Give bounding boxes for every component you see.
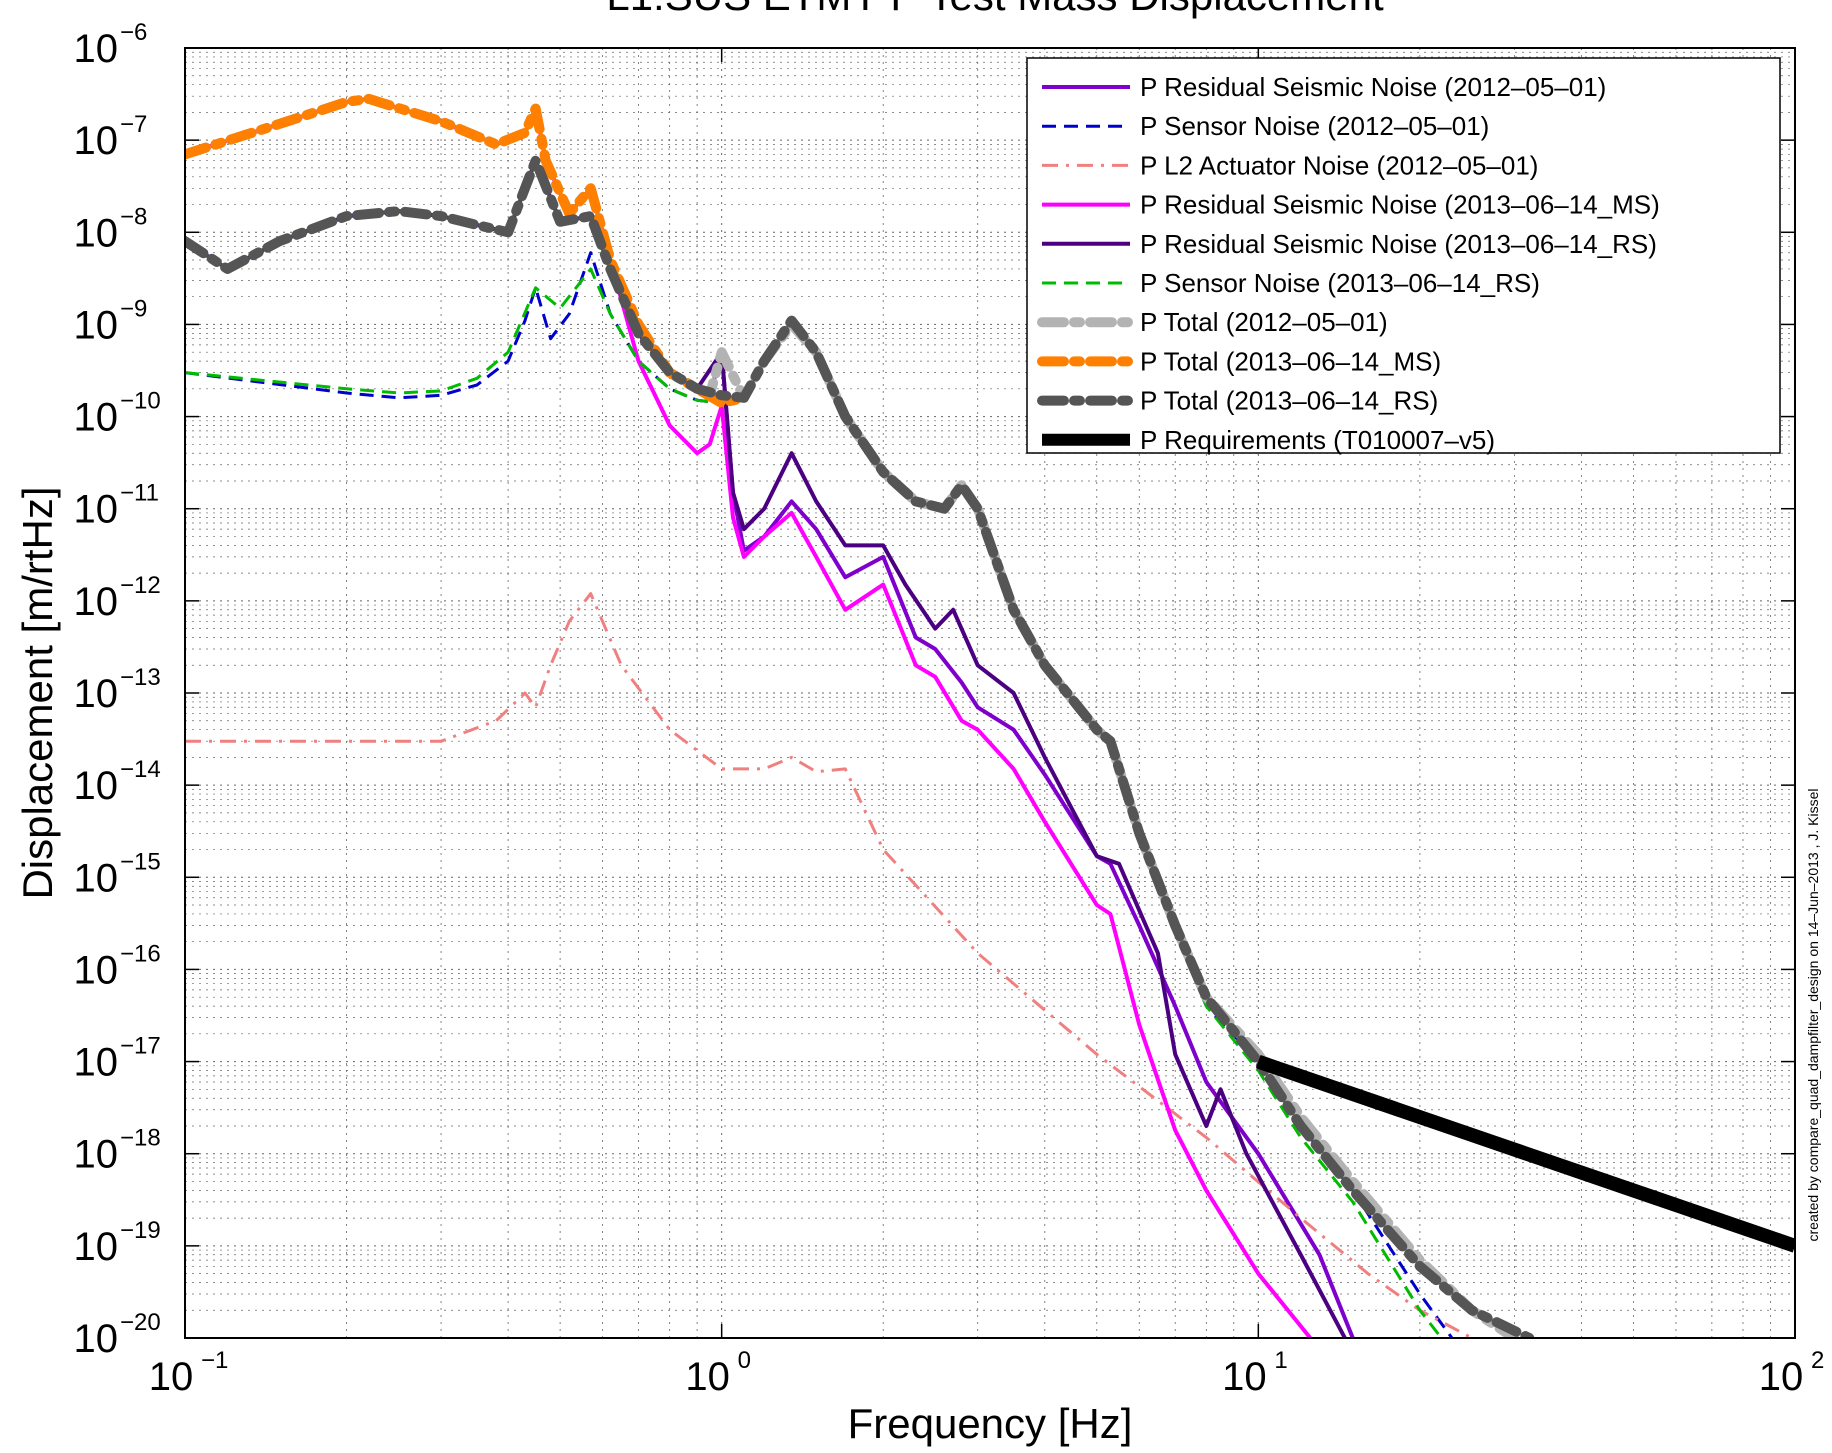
y-tick-label: 10: [74, 27, 119, 71]
axis-ticks: [184, 47, 1796, 1339]
x-tick-label: 10: [685, 1355, 730, 1399]
legend-box: [1026, 57, 1781, 454]
y-tick-label: 10: [74, 488, 119, 532]
series-group: [185, 93, 1795, 1338]
legend-label-6: P Sensor Noise (2013–06–14_RS): [1140, 268, 1540, 298]
x-tick-label: 10: [1759, 1355, 1804, 1399]
x-tick-exponent: −1: [201, 1347, 228, 1374]
series-line-9: [185, 155, 1535, 1338]
y-tick-exponent: −16: [120, 940, 161, 967]
x-tick-label: 10: [1222, 1355, 1267, 1399]
y-tick-label: 10: [74, 211, 119, 255]
y-tick-exponent: −7: [120, 111, 147, 138]
legend-label-9: P Total (2013–06–14_RS): [1140, 386, 1438, 416]
legend-label-5: P Residual Seismic Noise (2013–06–14_RS): [1140, 229, 1657, 259]
y-tick-label: 10: [74, 580, 119, 624]
y-tick-label: 10: [74, 1225, 119, 1269]
y-tick-exponent: −19: [120, 1217, 161, 1244]
y-tick-label: 10: [74, 856, 119, 900]
y-tick-label: 10: [74, 119, 119, 163]
legend-label-3: P L2 Actuator Noise (2012–05–01): [1140, 150, 1538, 180]
legend-label-1: P Residual Seismic Noise (2012–05–01): [1140, 72, 1606, 102]
legend-label-7: P Total (2012–05–01): [1140, 307, 1388, 337]
x-tick-label: 10: [149, 1355, 194, 1399]
y-tick-label: 10: [74, 1133, 119, 1177]
y-tick-label: 10: [74, 303, 119, 347]
series-line-10: [1256, 1054, 1795, 1253]
y-tick-exponent: −13: [120, 664, 161, 691]
y-tick-exponent: −15: [120, 848, 161, 875]
legend-label-2: P Sensor Noise (2012–05–01): [1140, 111, 1489, 141]
legend-label-4: P Residual Seismic Noise (2013–06–14_MS): [1140, 190, 1660, 220]
x-tick-exponent: 2: [1811, 1347, 1824, 1374]
y-tick-exponent: −9: [120, 295, 147, 322]
y-tick-exponent: −17: [120, 1033, 161, 1060]
y-tick-label: 10: [74, 1041, 119, 1085]
y-tick-exponent: −10: [120, 388, 161, 415]
y-tick-exponent: −11: [120, 480, 159, 507]
x-axis-label: Frequency [Hz]: [848, 1400, 1133, 1447]
chart-title: L1:SUS ETMY P Test Mass Displacement: [606, 0, 1384, 19]
legend: P Residual Seismic Noise (2012–05–01) P S…: [1026, 57, 1781, 455]
grid: [185, 48, 1795, 1338]
x-tick-exponent: 1: [1274, 1347, 1287, 1374]
y-tick-exponent: −12: [120, 572, 161, 599]
y-tick-label: 10: [74, 1317, 119, 1361]
y-tick-exponent: −8: [120, 203, 147, 230]
legend-label-8: P Total (2013–06–14_MS): [1140, 346, 1441, 376]
y-tick-label: 10: [74, 672, 119, 716]
x-tick-labels: 10 −1 10 0 10 1 10 2: [149, 1347, 1825, 1399]
x-tick-exponent: 0: [738, 1347, 751, 1374]
y-tick-exponent: −6: [120, 19, 147, 46]
y-axis-label: Displacement [m/rtHz]: [14, 486, 61, 899]
y-tick-label: 10: [74, 396, 119, 440]
y-tick-label: 10: [74, 764, 119, 808]
y-tick-exponent: −14: [120, 756, 161, 783]
y-tick-exponent: −18: [120, 1125, 161, 1152]
credit-note: created by compare_quad_dampfilter_desig…: [1805, 789, 1821, 1242]
y-tick-label: 10: [74, 948, 119, 992]
series-line-3: [185, 592, 1473, 1338]
y-tick-exponent: −20: [120, 1309, 161, 1336]
legend-label-10: P Requirements (T010007–v5): [1140, 425, 1495, 455]
